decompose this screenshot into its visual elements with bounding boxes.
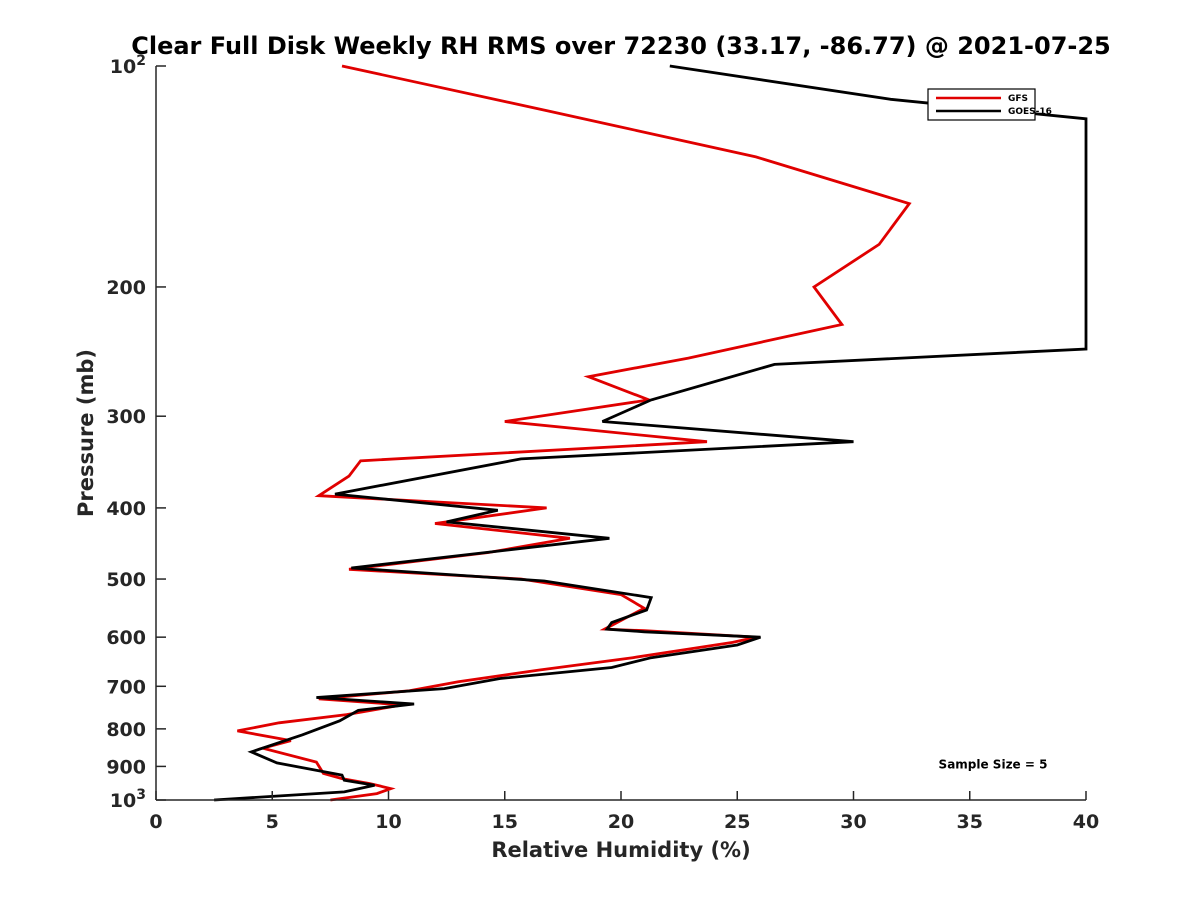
series-line-goes-16 <box>214 64 1088 802</box>
x-tick-label: 0 <box>149 811 162 833</box>
y-tick-label: 200 <box>106 277 146 299</box>
legend-label-goes-16: GOES-16 <box>1008 107 1052 117</box>
series-layer <box>214 64 1088 802</box>
ticks-layer: 0 5 10 15 20 25 30 35 40 102 200 300 400 500 600 700 800… <box>106 53 1099 833</box>
y-tick-label: 300 <box>106 406 146 428</box>
y-tick-label: 900 <box>106 756 146 778</box>
chart-title: Clear Full Disk Weekly RH RMS over 72230… <box>131 32 1111 60</box>
x-tick-label: 30 <box>840 811 866 833</box>
x-tick-label: 35 <box>957 811 983 833</box>
y-tick-label: 102 <box>110 53 146 78</box>
y-axis-label: Pressure (mb) <box>74 349 98 517</box>
y-tick-label: 400 <box>106 498 146 520</box>
y-tick-label: 700 <box>106 676 146 698</box>
y-tick-label: 600 <box>106 627 146 649</box>
x-tick-label: 5 <box>266 811 279 833</box>
legend: GFS GOES-16 <box>927 88 1052 121</box>
x-tick-label: 10 <box>375 811 401 833</box>
y-tick-label: 500 <box>106 569 146 591</box>
sample-size-annotation: Sample Size = 5 <box>939 758 1048 772</box>
y-tick-label: 103 <box>110 787 146 812</box>
x-tick-label: 25 <box>724 811 750 833</box>
x-tick-label: 20 <box>608 811 634 833</box>
x-axis-label: Relative Humidity (%) <box>491 838 750 862</box>
legend-label-gfs: GFS <box>1008 94 1028 104</box>
y-tick-label: 800 <box>106 719 146 741</box>
legend-box <box>927 88 1036 121</box>
x-tick-label: 40 <box>1073 811 1099 833</box>
x-tick-label: 15 <box>492 811 518 833</box>
